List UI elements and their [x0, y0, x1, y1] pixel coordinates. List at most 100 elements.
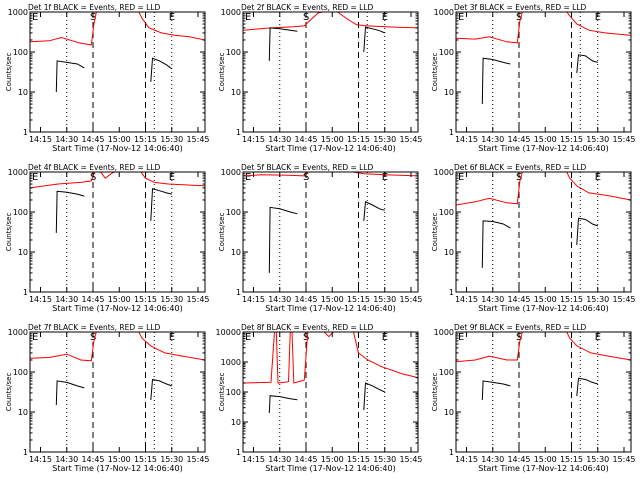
plot-frame [29, 11, 206, 133]
x-tick-label: 14:30 [55, 295, 78, 304]
y-tick-label: 10 [231, 418, 241, 427]
panel-title: Det 1f BLACK = Events, RED = LLD [28, 3, 161, 12]
y-tick-label: 1 [236, 288, 241, 297]
events-series-line [363, 382, 386, 411]
x-tick-label: 15:15 [134, 455, 157, 464]
y-tick-label: 100 [439, 208, 454, 217]
panel-title: Det 6f BLACK = Events, RED = LLD [454, 163, 587, 172]
x-tick-label: 15:00 [321, 135, 344, 144]
y-tick-label: 1000 [221, 8, 241, 17]
events-series-line [150, 57, 173, 82]
y-tick-label: 1000 [434, 328, 454, 337]
y-tick-label: 1 [449, 128, 454, 137]
events-series-line [268, 206, 298, 273]
x-tick-label: 15:00 [534, 295, 557, 304]
marker-label: E [382, 172, 388, 183]
x-tick-label: 14:30 [55, 135, 78, 144]
panel-title: Det 3f BLACK = Events, RED = LLD [454, 3, 587, 12]
y-tick-label: 1000 [221, 168, 241, 177]
y-tick-label: 100 [439, 48, 454, 57]
events-series-line [481, 57, 511, 105]
x-tick-label: 14:15 [29, 455, 52, 464]
x-tick-label: 14:30 [481, 295, 504, 304]
plot-frame [242, 11, 419, 133]
y-axis-label: Counts/sec [431, 213, 439, 252]
events-series-line [576, 377, 598, 397]
x-tick-label: 14:45 [507, 135, 530, 144]
y-tick-label: 1 [236, 128, 241, 137]
x-axis-label: Start Time (17-Nov-12 14:06:40) [478, 304, 608, 313]
x-tick-label: 15:45 [612, 295, 635, 304]
y-tick-label: 100 [226, 388, 241, 397]
panel-title: Det 8f BLACK = Events, RED = LLD [241, 323, 374, 332]
x-tick-label: 14:30 [481, 135, 504, 144]
y-tick-label: 1000 [8, 8, 28, 17]
marker-label: S [516, 172, 522, 183]
corner-label: E [245, 12, 251, 23]
x-tick-label: 14:15 [455, 135, 478, 144]
x-tick-label: 15:45 [399, 135, 422, 144]
x-axis-label: Start Time (17-Nov-12 14:06:40) [52, 144, 182, 153]
x-tick-label: 14:15 [29, 295, 52, 304]
lld-series-line [243, 332, 418, 384]
panel-title: Det 5f BLACK = Events, RED = LLD [241, 163, 374, 172]
x-tick-label: 15:15 [347, 295, 370, 304]
lld-series-line [30, 172, 205, 189]
x-axis-label: Start Time (17-Nov-12 14:06:40) [265, 304, 395, 313]
events-series-line [363, 26, 385, 53]
y-tick-label: 1 [449, 448, 454, 457]
y-tick-label: 10 [231, 88, 241, 97]
marker-label: E [595, 332, 601, 343]
x-axis-label: Start Time (17-Nov-12 14:06:40) [52, 304, 182, 313]
lld-series-line [456, 332, 631, 363]
corner-label: E [458, 12, 464, 23]
x-tick-label: 15:30 [586, 455, 609, 464]
y-axis-label: Counts/sec [218, 213, 226, 252]
x-axis-label: Start Time (17-Nov-12 14:06:40) [265, 464, 395, 473]
marker-label: E [382, 12, 388, 23]
events-series-line [363, 201, 385, 221]
x-tick-label: 14:15 [455, 455, 478, 464]
x-tick-label: 14:45 [81, 295, 104, 304]
events-series-line [481, 380, 511, 401]
marker-label: S [90, 332, 96, 343]
marker-label: E [169, 332, 175, 343]
marker-label: S [303, 332, 309, 343]
x-axis-label: Start Time (17-Nov-12 14:06:40) [478, 464, 608, 473]
corner-label: E [458, 332, 464, 343]
y-tick-label: 1000 [434, 8, 454, 17]
y-tick-label: 1000 [221, 358, 241, 367]
x-axis-label: Start Time (17-Nov-12 14:06:40) [52, 464, 182, 473]
x-tick-label: 15:30 [586, 295, 609, 304]
plot-frame [29, 171, 206, 293]
y-tick-label: 10 [444, 248, 454, 257]
x-tick-label: 15:45 [612, 135, 635, 144]
events-series-line [481, 220, 511, 268]
y-tick-label: 1 [23, 128, 28, 137]
plot-frame [455, 11, 632, 133]
y-axis-label: Counts/sec [431, 373, 439, 412]
marker-label: S [516, 332, 522, 343]
plot-frame [242, 331, 419, 453]
y-tick-label: 100 [13, 208, 28, 217]
x-tick-label: 14:45 [294, 135, 317, 144]
lld-series-line [243, 12, 418, 31]
x-tick-label: 15:00 [321, 295, 344, 304]
marker-label: E [595, 172, 601, 183]
panel-title: Det 7f BLACK = Events, RED = LLD [28, 323, 161, 332]
x-tick-label: 15:00 [321, 455, 344, 464]
y-tick-label: 1000 [434, 168, 454, 177]
events-series-line [150, 188, 172, 221]
x-tick-label: 15:00 [108, 455, 131, 464]
x-tick-label: 15:30 [586, 135, 609, 144]
x-tick-label: 15:30 [160, 455, 183, 464]
y-tick-label: 100 [13, 368, 28, 377]
x-tick-label: 15:45 [186, 135, 209, 144]
